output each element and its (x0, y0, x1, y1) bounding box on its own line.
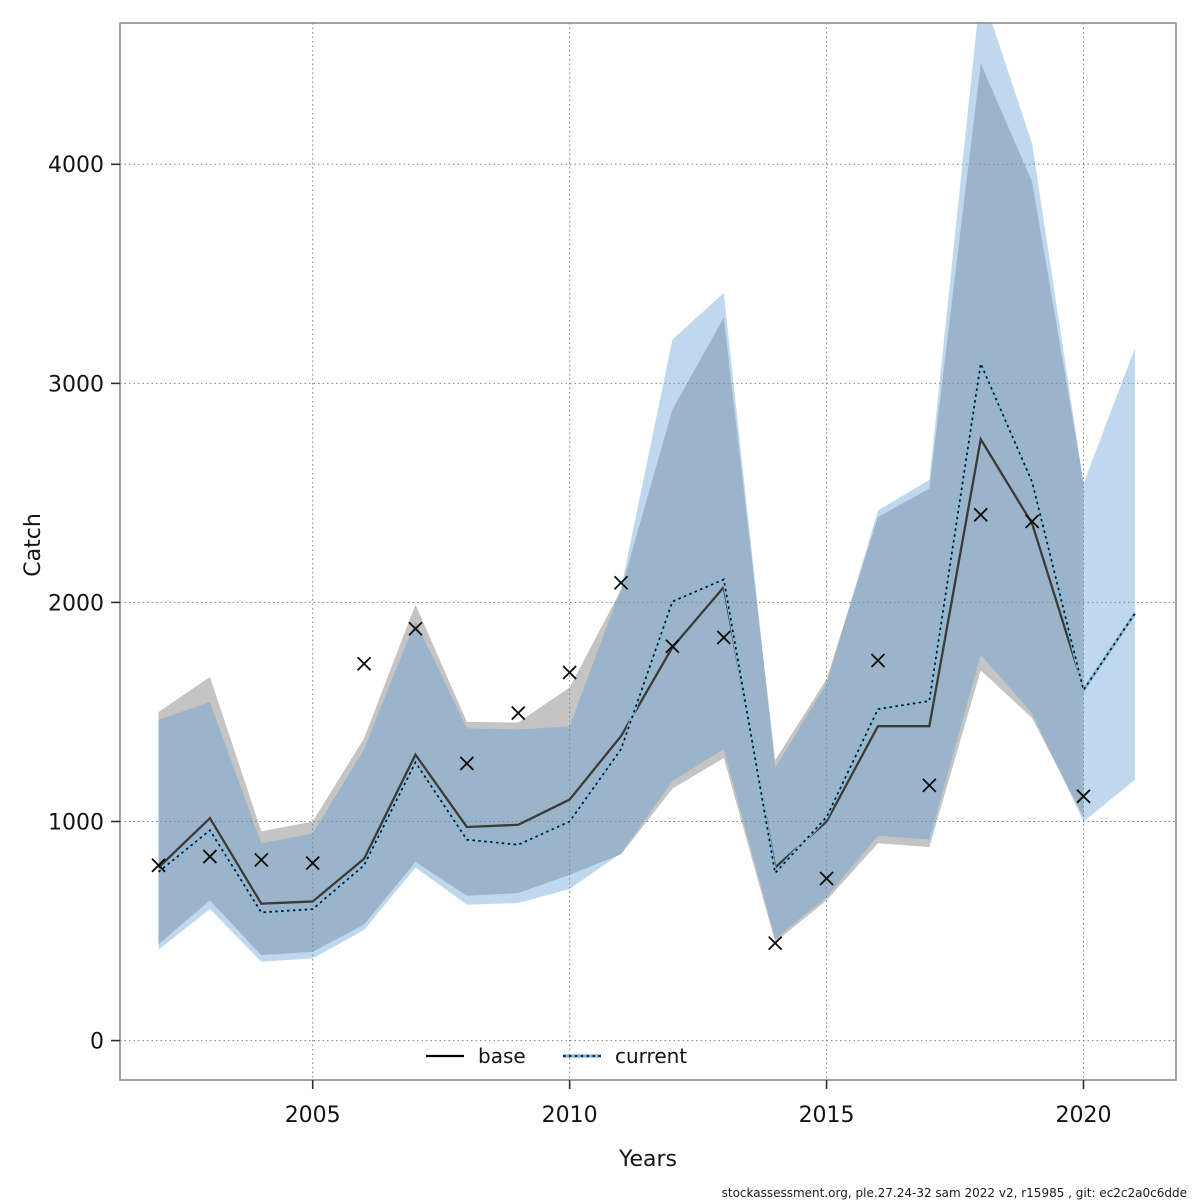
footer-credit: stockassessment.org, ple.27.24-32 sam 20… (722, 1186, 1187, 1200)
axis-titles: Catch Years (21, 513, 677, 1172)
x-tick-label: 2005 (285, 1103, 341, 1128)
y-tick-label: 0 (90, 1029, 104, 1054)
axis-ticks: 0 1000 2000 3000 4000 2005 2010 2015 2020 (48, 153, 1112, 1128)
plot-border (119, 22, 1177, 1081)
x-axis-title: Years (618, 1147, 677, 1172)
x-tick-label: 2015 (799, 1103, 855, 1128)
y-tick-label: 1000 (48, 810, 104, 835)
current-line (158, 360, 1136, 914)
observed-catch-markers (151, 507, 1091, 951)
y-axis-title: Catch (21, 513, 46, 577)
base-line (157, 436, 1085, 905)
base-confidence-band (158, 63, 1084, 956)
legend: base current (426, 1044, 687, 1068)
y-tick-label: 3000 (48, 372, 104, 397)
x-tick-label: 2010 (542, 1103, 598, 1128)
x-tick-label: 2020 (1056, 1103, 1112, 1128)
gridlines (120, 23, 1176, 1080)
legend-label-current: current (615, 1044, 687, 1068)
legend-label-base: base (478, 1044, 526, 1068)
y-tick-label: 4000 (48, 153, 104, 178)
y-tick-label: 2000 (48, 591, 104, 616)
